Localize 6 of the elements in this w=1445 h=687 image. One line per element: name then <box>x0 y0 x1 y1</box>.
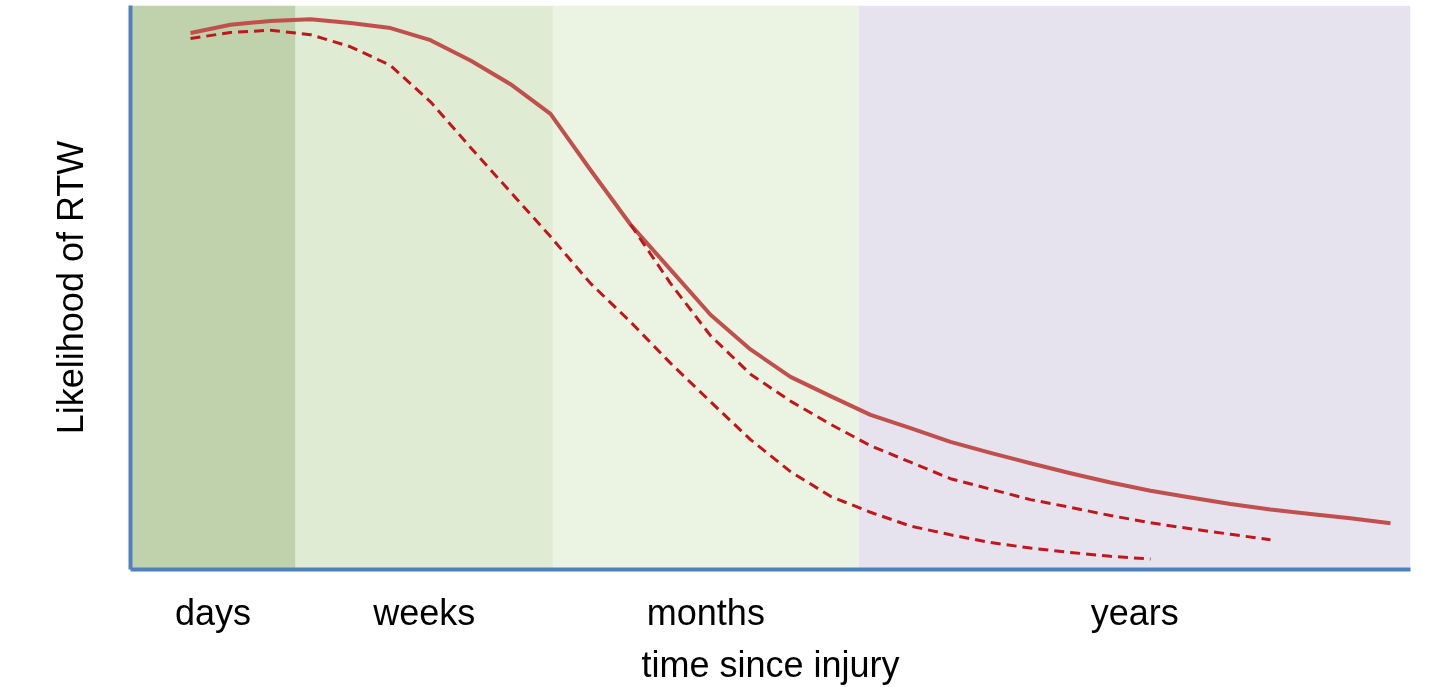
x-axis-title: time since injury <box>641 643 900 685</box>
text: days <box>175 591 252 633</box>
y-axis-title: Likelihood of RTW <box>49 140 91 435</box>
text: years <box>1090 591 1179 633</box>
text: months <box>646 591 765 633</box>
text: weeks <box>372 591 476 633</box>
